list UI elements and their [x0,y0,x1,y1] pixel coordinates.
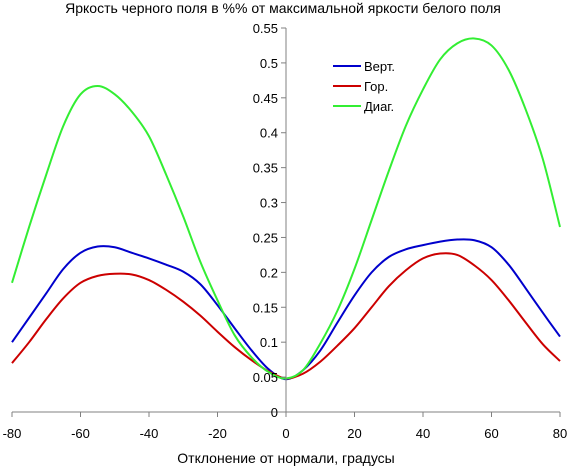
x-axis-title: Отклонение от нормали, градусы [177,450,394,466]
x-tick-label: 20 [347,426,361,441]
x-tick-label: -20 [208,426,227,441]
y-tick-label: 0.15 [253,300,278,315]
legend: Верт. Гор. Диаг. [333,59,395,114]
x-tick-label: 80 [553,426,567,441]
y-tick-label: 0.5 [260,56,278,71]
y-tick-label: 0.35 [253,161,278,176]
y-tick-label: 0 [271,405,278,420]
x-tick-label: -60 [71,426,90,441]
y-tick-label: 0.4 [260,126,278,141]
y-tick-label: 0.2 [260,265,278,280]
axes: -80 -60 -40 -20 0 20 40 60 80 0 0.05 0.1 0.15 0.2 0.25… [3,21,568,441]
y-tick-label: 0.25 [253,230,278,245]
x-tick-label: -40 [140,426,159,441]
legend-label-0: Верт. [364,59,395,74]
x-tick-label: 60 [484,426,498,441]
x-tick-label: -80 [3,426,22,441]
legend-label-2: Диаг. [364,99,394,114]
x-tick-label: 0 [282,426,289,441]
y-tick-label: 0.55 [253,21,278,36]
y-tick-label: 0.3 [260,196,278,211]
y-tick-label: 0.45 [253,91,278,106]
y-tick-label: 0.1 [260,335,278,350]
chart-title: Яркость черного поля в %% от максимально… [65,0,501,16]
legend-label-1: Гор. [364,79,388,94]
y-tick-label: 0.05 [253,370,278,385]
x-tick-label: 40 [416,426,430,441]
